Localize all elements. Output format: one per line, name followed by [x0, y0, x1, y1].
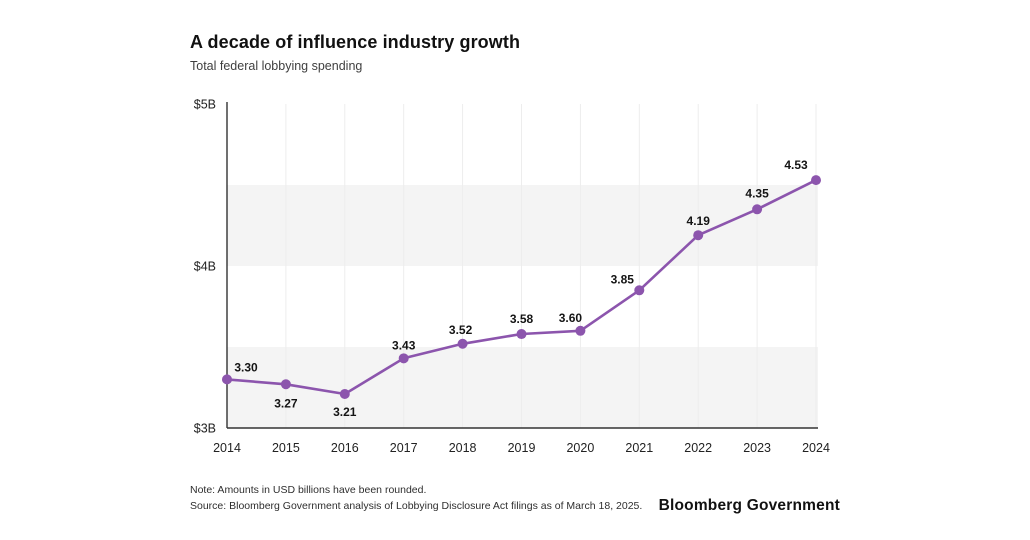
x-tick-label: 2022 — [684, 441, 712, 455]
x-tick-label: 2017 — [390, 441, 418, 455]
x-tick-label: 2024 — [802, 441, 830, 455]
data-point-label: 3.85 — [611, 272, 635, 286]
data-point-label: 3.30 — [234, 360, 258, 374]
data-point — [280, 379, 291, 390]
data-point-label: 3.52 — [449, 323, 473, 337]
data-point-label: 3.60 — [559, 311, 583, 325]
data-point-label: 3.27 — [274, 396, 298, 410]
data-point-label: 3.58 — [510, 312, 534, 326]
data-point — [398, 353, 409, 364]
bloomberg-government-logo: Bloomberg Government — [658, 497, 840, 514]
chart-title: A decade of influence industry growth — [190, 32, 521, 52]
data-point-label: 3.43 — [392, 338, 416, 352]
data-point-label: 4.19 — [687, 214, 711, 228]
plot-band — [227, 347, 818, 428]
x-tick-label: 2021 — [625, 441, 653, 455]
data-point — [752, 204, 763, 215]
x-tick-label: 2014 — [213, 441, 241, 455]
data-point — [457, 338, 468, 349]
chart-subtitle: Total federal lobbying spending — [190, 59, 363, 73]
data-point — [811, 175, 821, 186]
x-tick-label: 2023 — [743, 441, 771, 455]
source-line: Source: Bloomberg Government analysis of… — [190, 499, 643, 512]
plot-band — [227, 185, 818, 266]
x-tick-label: 2020 — [566, 441, 594, 455]
chart-footnotes: Note: Amounts in USD billions have been … — [190, 483, 642, 514]
x-tick-label: 2018 — [449, 441, 477, 455]
x-tick-label: 2016 — [331, 441, 359, 455]
data-point — [634, 285, 645, 296]
x-tick-label: 2019 — [508, 441, 536, 455]
x-tick-label: 2015 — [272, 441, 300, 455]
y-tick-label: $3B — [194, 422, 216, 436]
data-point — [693, 230, 704, 241]
data-point — [339, 388, 350, 399]
y-tick-label: $5B — [194, 98, 216, 112]
data-point — [516, 329, 527, 340]
data-point-label: 3.21 — [333, 405, 357, 419]
data-point-label: 4.53 — [784, 158, 808, 172]
data-point-label: 4.35 — [745, 186, 769, 200]
y-tick-label: $4B — [194, 260, 216, 274]
data-point — [575, 325, 586, 336]
data-point — [222, 374, 232, 385]
note-line: Note: Amounts in USD billions have been … — [190, 484, 427, 496]
